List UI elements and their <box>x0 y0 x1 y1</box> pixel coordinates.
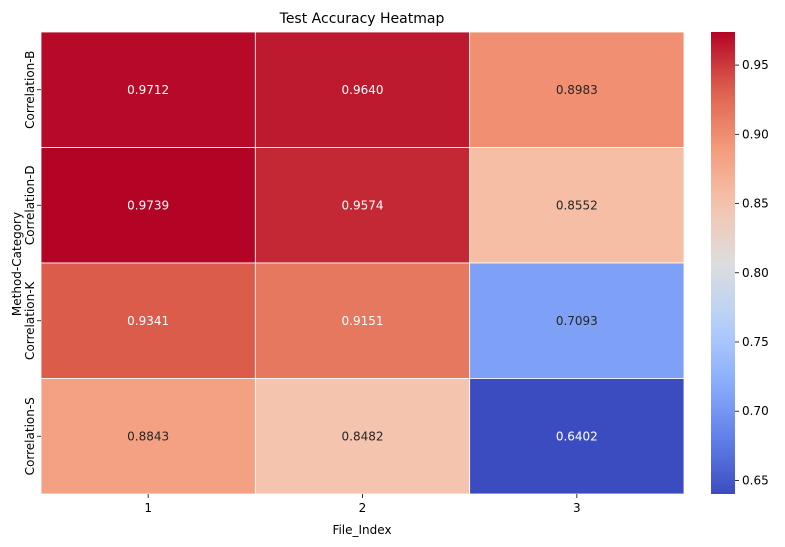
y-tick-label: Correlation-K <box>23 280 37 360</box>
colorbar-tick-label: 0.65 <box>742 473 769 487</box>
y-tick-label: Correlation-B <box>23 51 37 129</box>
chart-title: Test Accuracy Heatmap <box>279 11 445 27</box>
colorbar-tick-label: 0.75 <box>742 335 769 349</box>
cell-value-label: 0.7093 <box>556 314 598 328</box>
cell-value-label: 0.8482 <box>342 429 384 443</box>
y-tick-label: Correlation-D <box>23 165 37 245</box>
colorbar: 0.65 0.70 0.75 0.80 0.85 0.90 0.95 <box>711 32 769 494</box>
x-axis-label: File_Index <box>332 523 391 537</box>
y-axis: Correlation-B Correlation-D Correlation-K C… <box>23 51 41 475</box>
x-axis: 1 2 3 <box>144 494 581 515</box>
heatmap-cell <box>469 378 685 495</box>
x-tick-label: 1 <box>144 501 152 515</box>
cell-value-label: 0.6402 <box>556 429 598 443</box>
heatmap-cell <box>40 262 256 379</box>
cell-value-label: 0.8552 <box>556 198 598 212</box>
heatmap-cell <box>254 262 471 379</box>
cell-value-label: 0.8843 <box>127 429 169 443</box>
cell-value-label: 0.9574 <box>342 198 384 212</box>
heatmap-cell <box>40 147 256 264</box>
heatmap-cell <box>469 147 685 264</box>
colorbar-gradient <box>711 32 735 494</box>
cell-value-label: 0.9712 <box>127 83 169 97</box>
y-axis-label: Method-Category <box>10 212 24 316</box>
heatmap-cell <box>40 378 256 495</box>
heatmap-cell <box>40 31 256 148</box>
x-tick-label: 2 <box>359 501 367 515</box>
colorbar-tick-label: 0.85 <box>742 197 769 211</box>
cell-value-label: 0.9640 <box>342 83 384 97</box>
cell-value-label: 0.9151 <box>342 314 384 328</box>
heatmap-cell <box>254 147 471 264</box>
cell-value-label: 0.8983 <box>556 83 598 97</box>
colorbar-tick-label: 0.95 <box>742 58 769 72</box>
colorbar-tick-label: 0.70 <box>742 404 769 418</box>
colorbar-tick-label: 0.90 <box>742 127 769 141</box>
heatmap-cell <box>469 31 685 148</box>
cell-value-label: 0.9739 <box>127 198 169 212</box>
x-tick-label: 3 <box>573 501 581 515</box>
heatmap-cell <box>254 31 471 148</box>
heatmap-cells: 0.9712 0.9640 0.8983 0.9739 0.9574 0.8552 0.93… <box>40 31 685 495</box>
y-tick-label: Correlation-S <box>23 397 37 475</box>
colorbar-tick-label: 0.80 <box>742 266 769 280</box>
cell-value-label: 0.9341 <box>127 314 169 328</box>
